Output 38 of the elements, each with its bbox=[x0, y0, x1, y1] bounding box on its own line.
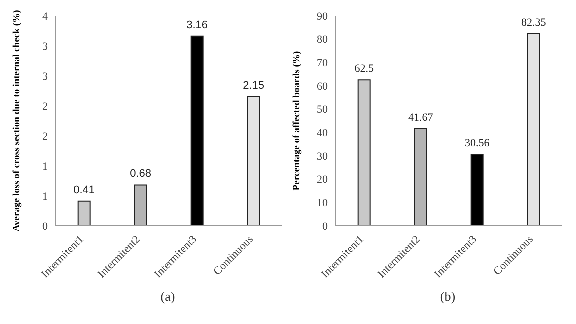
y-tick-label: 30 bbox=[317, 150, 328, 163]
y-tick-label: 70 bbox=[317, 58, 328, 70]
y-axis-title: Percentage of affected boards (%) bbox=[291, 51, 302, 191]
data-label: 30.56 bbox=[464, 138, 490, 150]
text: (a) bbox=[160, 288, 176, 306]
y-tick-label: 60 bbox=[317, 80, 328, 93]
y-tick-label: 0 bbox=[42, 220, 48, 233]
y-tick-label: 50 bbox=[317, 104, 328, 116]
y-tick-label: 0 bbox=[322, 220, 328, 233]
data-label: 2.15 bbox=[243, 80, 265, 92]
y-tick-label: 2 bbox=[42, 100, 48, 113]
bar bbox=[78, 200, 91, 226]
y-tick-label: 2 bbox=[42, 130, 48, 143]
y-tick-label: 20 bbox=[317, 174, 328, 186]
data-label: 62.5 bbox=[354, 63, 374, 76]
data-label: 41.67 bbox=[408, 112, 434, 124]
data-label: 3.16 bbox=[186, 19, 208, 32]
y-tick-label: 3 bbox=[42, 70, 48, 83]
y-tick-label: 1 bbox=[42, 190, 48, 203]
bar bbox=[414, 128, 428, 226]
y-tick-label: 1 bbox=[42, 160, 48, 173]
bar bbox=[134, 184, 148, 226]
y-tick-label: 4 bbox=[42, 10, 48, 23]
y-tick-label: 10 bbox=[317, 198, 328, 210]
bar bbox=[247, 96, 260, 226]
y-tick-label: 80 bbox=[317, 34, 328, 46]
y-axis-title: Average loss of cross section due to internal check (%) bbox=[11, 10, 22, 232]
bar bbox=[190, 36, 204, 226]
bar bbox=[527, 33, 540, 226]
y-tick-label: 40 bbox=[317, 128, 328, 140]
y-tick-label: 3 bbox=[42, 40, 48, 53]
y-tick-label: 90 bbox=[317, 10, 328, 23]
bar bbox=[470, 154, 484, 226]
text: (b) bbox=[439, 288, 457, 306]
data-label: 0.41 bbox=[74, 184, 96, 196]
data-label: 0.68 bbox=[130, 168, 152, 180]
bar bbox=[358, 80, 371, 226]
data-label: 82.35 bbox=[521, 16, 547, 29]
